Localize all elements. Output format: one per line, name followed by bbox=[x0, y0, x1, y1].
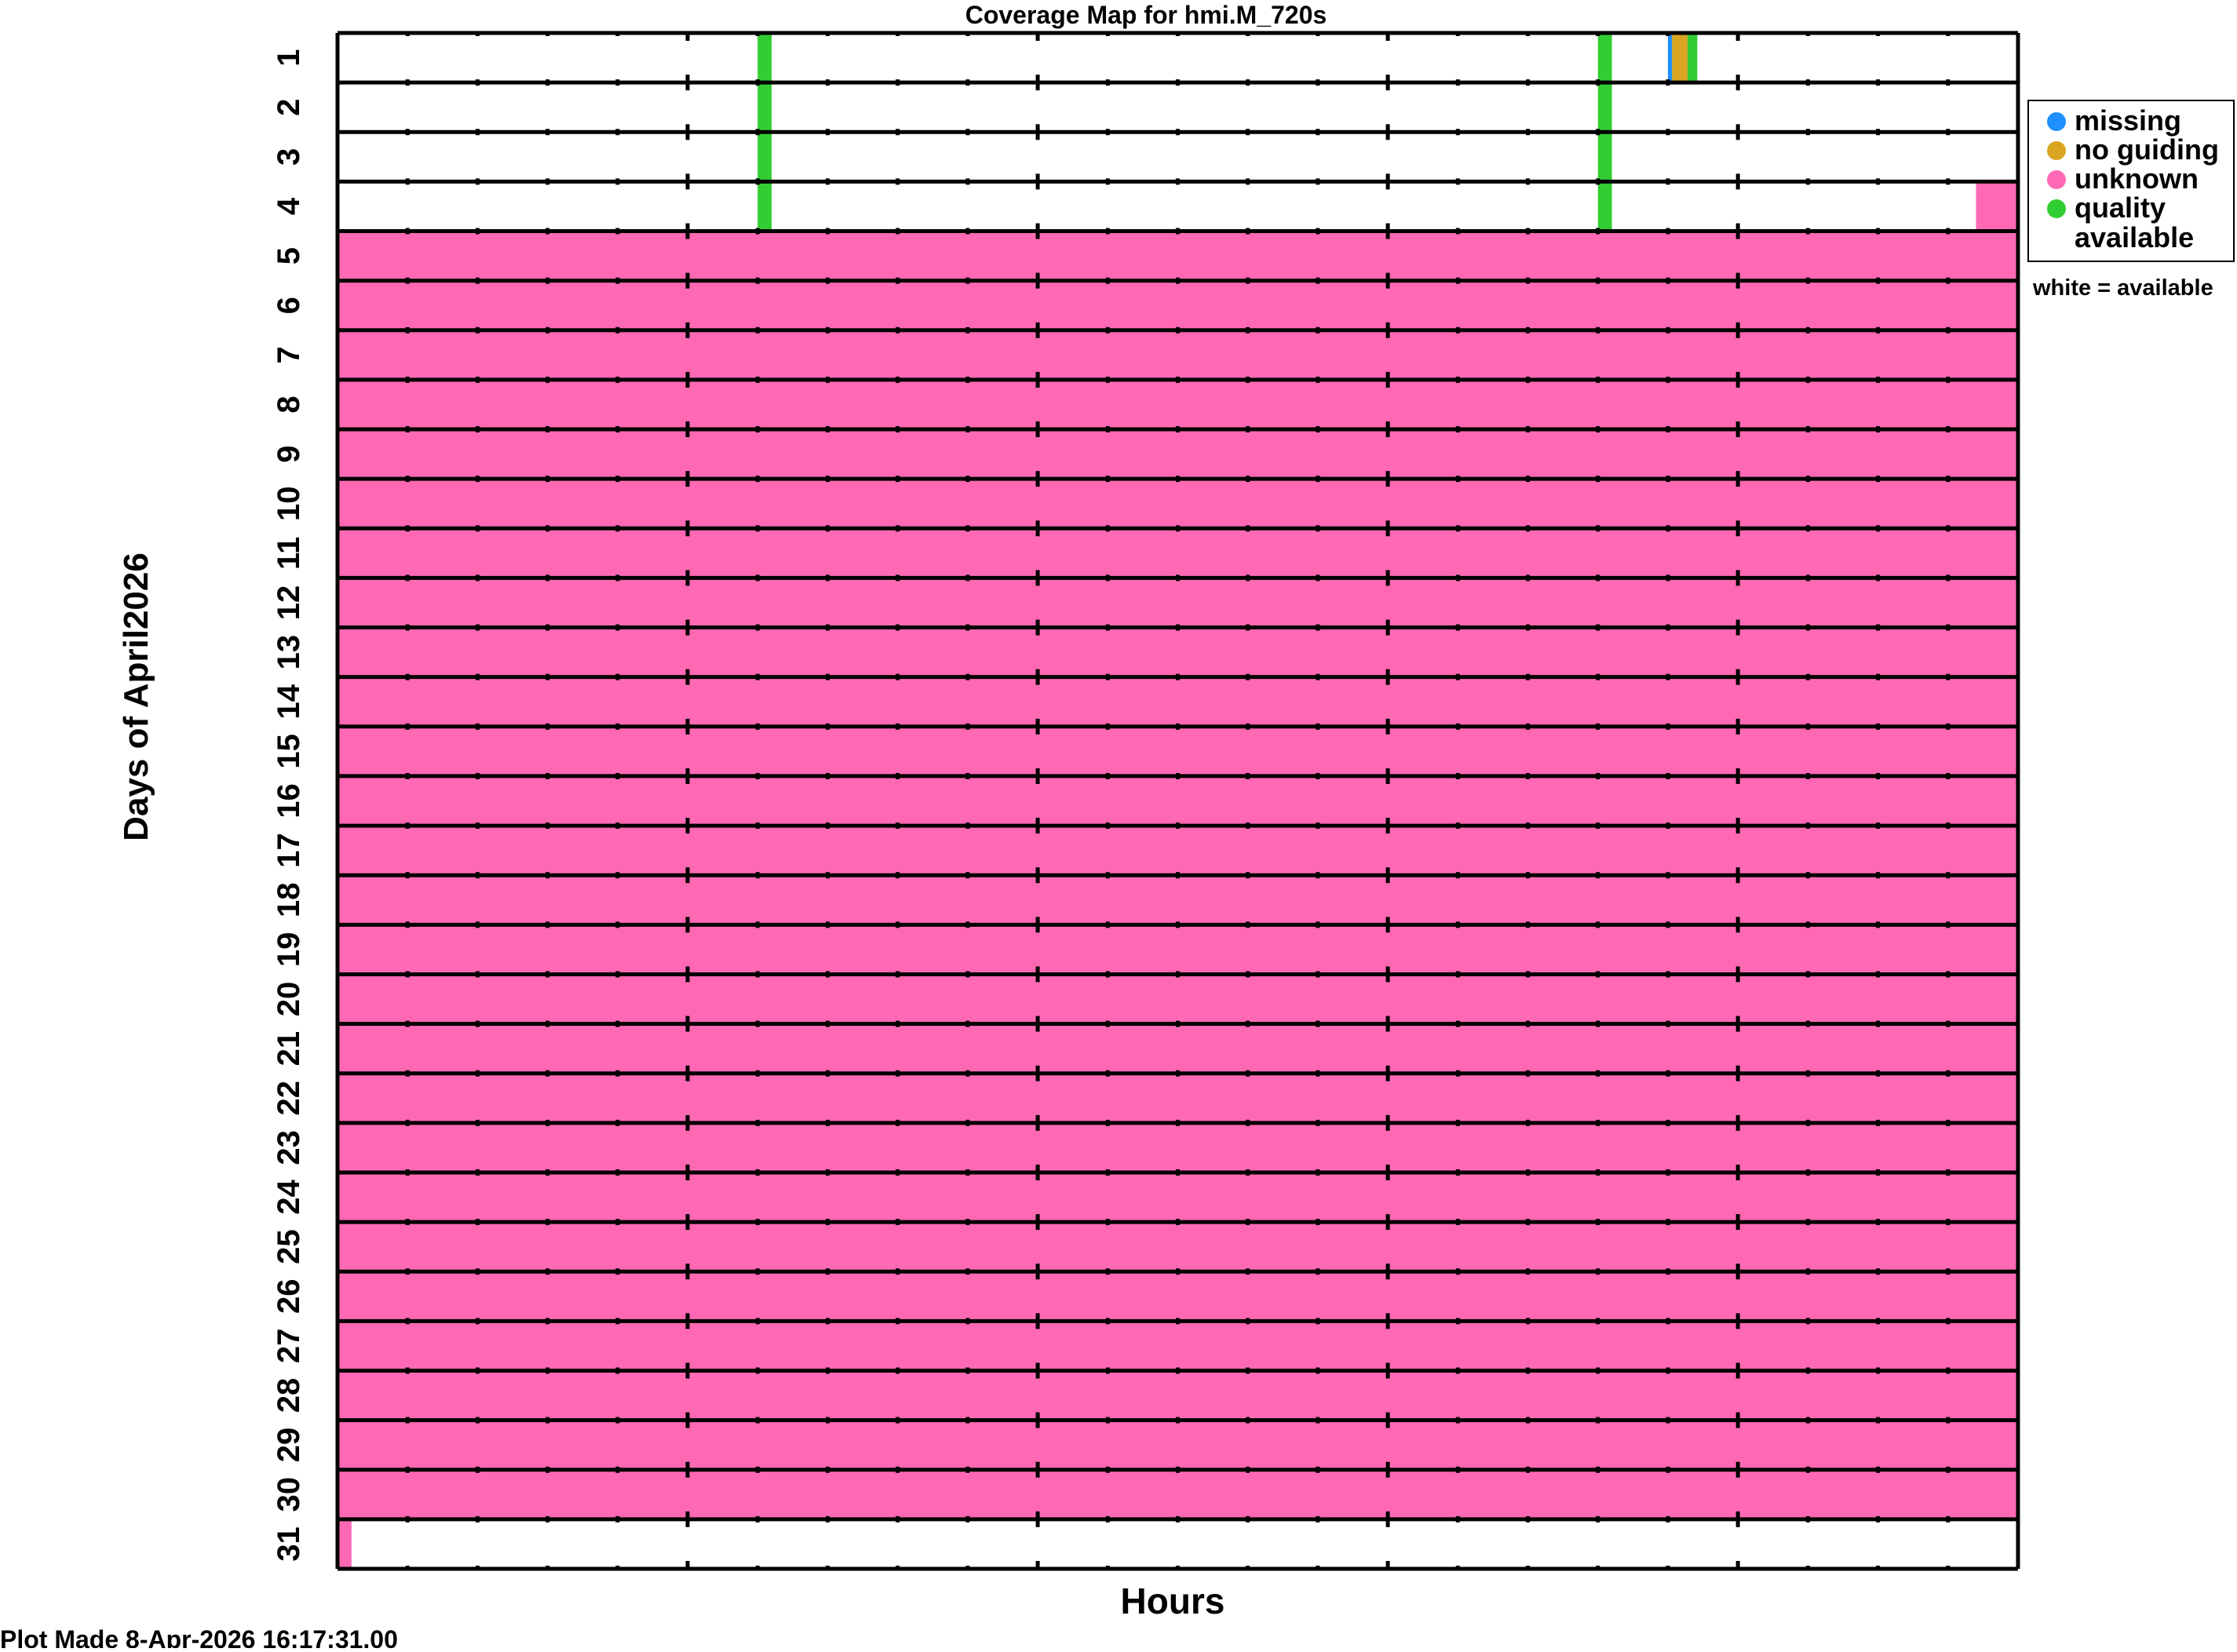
coverage-segment-quality-available bbox=[1597, 132, 1612, 182]
coverage-segment-unknown bbox=[338, 775, 2018, 826]
day-tick-label: 18 bbox=[272, 883, 306, 918]
day-tick-label: 8 bbox=[272, 396, 306, 413]
day-tick-label: 17 bbox=[272, 833, 306, 868]
coverage-segment-unknown bbox=[338, 578, 2018, 628]
coverage-segment-unknown bbox=[338, 330, 2018, 380]
day-tick-label: 10 bbox=[272, 486, 306, 521]
day-tick-label: 12 bbox=[272, 585, 306, 621]
legend-missing-label: missing bbox=[2075, 104, 2181, 137]
coverage-segment-unknown bbox=[338, 280, 2018, 330]
coverage-segment-unknown bbox=[338, 1469, 2018, 1519]
y-axis-label: Days of April2026 bbox=[117, 552, 155, 841]
legend-unknown-swatch bbox=[2047, 170, 2066, 189]
legend-quality-label-line2: available bbox=[2075, 221, 2194, 253]
coverage-segment-unknown bbox=[338, 1420, 2018, 1470]
coverage-segment-unknown bbox=[338, 974, 2018, 1024]
day-tick-label: 4 bbox=[272, 197, 306, 215]
coverage-segment-quality-available bbox=[1597, 82, 1612, 133]
day-tick-label: 15 bbox=[272, 734, 306, 769]
coverage-segment-quality-available bbox=[1687, 33, 1698, 83]
day-tick-label: 9 bbox=[272, 445, 306, 462]
day-tick-label: 6 bbox=[272, 297, 306, 314]
coverage-segment-unknown bbox=[338, 231, 2018, 281]
coverage-segment-no-guiding bbox=[1672, 33, 1688, 83]
coverage-segment-unknown bbox=[338, 1073, 2018, 1123]
coverage-segment-unknown bbox=[338, 429, 2018, 480]
legend-no-guiding-label: no guiding bbox=[2075, 133, 2219, 166]
coverage-segment-unknown bbox=[338, 1172, 2018, 1223]
coverage-segment-unknown bbox=[338, 875, 2018, 925]
coverage-segment-unknown bbox=[338, 479, 2018, 529]
coverage-segment-quality-available bbox=[757, 82, 772, 133]
coverage-segment-unknown bbox=[338, 924, 2018, 975]
legend-no-guiding-swatch bbox=[2047, 141, 2066, 160]
coverage-segment-unknown bbox=[338, 528, 2018, 578]
day-tick-label: 20 bbox=[272, 982, 306, 1017]
legend-quality-swatch bbox=[2047, 199, 2066, 218]
coverage-segment-missing bbox=[1667, 33, 1673, 83]
coverage-segment-unknown bbox=[338, 676, 2018, 727]
coverage-segment-unknown bbox=[338, 1023, 2018, 1074]
legend-quality-label: quality bbox=[2075, 191, 2166, 224]
day-tick-label: 16 bbox=[272, 783, 306, 819]
coverage-segment-unknown bbox=[338, 1222, 2018, 1272]
coverage-segment-unknown bbox=[338, 379, 2018, 430]
coverage-segment-unknown bbox=[338, 1321, 2018, 1371]
day-tick-label: 23 bbox=[272, 1130, 306, 1165]
day-tick-label: 14 bbox=[272, 684, 306, 719]
coverage-segment-quality-available bbox=[1597, 181, 1612, 232]
coverage-segment-unknown bbox=[338, 726, 2018, 776]
day-tick-label: 11 bbox=[272, 537, 306, 570]
day-tick-labels: 1234567891011121314151617181920212223242… bbox=[272, 49, 306, 1561]
day-tick-label: 3 bbox=[272, 148, 306, 166]
legend: missing no guiding unknown quality avail… bbox=[2027, 100, 2235, 262]
coverage-segment-quality-available bbox=[757, 132, 772, 182]
day-tick-label: 1 bbox=[272, 49, 306, 66]
day-tick-label: 5 bbox=[272, 247, 306, 264]
day-tick-label: 28 bbox=[272, 1378, 306, 1413]
day-tick-label: 7 bbox=[272, 346, 306, 363]
coverage-segment-unknown bbox=[338, 1271, 2018, 1322]
day-tick-label: 2 bbox=[272, 99, 306, 116]
legend-unknown-label: unknown bbox=[2075, 162, 2199, 195]
day-tick-label: 19 bbox=[272, 932, 306, 968]
legend-missing-swatch bbox=[2047, 112, 2066, 131]
coverage-segment-unknown bbox=[1976, 181, 2018, 232]
coverage-segment-unknown bbox=[338, 826, 2018, 876]
coverage-segment-quality-available bbox=[757, 181, 772, 232]
day-tick-label: 22 bbox=[272, 1081, 306, 1116]
day-tick-label: 24 bbox=[272, 1180, 306, 1215]
coverage-cells bbox=[338, 33, 2018, 1569]
coverage-segment-unknown bbox=[338, 1370, 2018, 1420]
day-tick-label: 21 bbox=[272, 1031, 306, 1067]
day-tick-label: 26 bbox=[272, 1279, 306, 1315]
coverage-segment-unknown bbox=[338, 1122, 2018, 1172]
day-tick-label: 31 bbox=[272, 1526, 306, 1562]
x-axis-label: Hours bbox=[1121, 1581, 1225, 1621]
day-tick-label: 27 bbox=[272, 1329, 306, 1364]
coverage-segment-quality-available bbox=[1597, 33, 1612, 83]
coverage-segment-quality-available bbox=[757, 33, 772, 83]
day-tick-label: 13 bbox=[272, 635, 306, 670]
day-tick-label: 25 bbox=[272, 1229, 306, 1264]
legend-note: white = available bbox=[2032, 275, 2213, 301]
day-row-lines bbox=[335, 31, 2020, 1571]
chart-title: Coverage Map for hmi.M_720s bbox=[965, 1, 1327, 29]
coverage-segment-unknown bbox=[338, 1519, 352, 1569]
day-tick-label: 30 bbox=[272, 1477, 306, 1512]
day-tick-label: 29 bbox=[272, 1428, 306, 1463]
coverage-segment-unknown bbox=[338, 627, 2018, 677]
plot-timestamp: Plot Made 8-Apr-2026 16:17:31.00 bbox=[0, 1625, 398, 1648]
